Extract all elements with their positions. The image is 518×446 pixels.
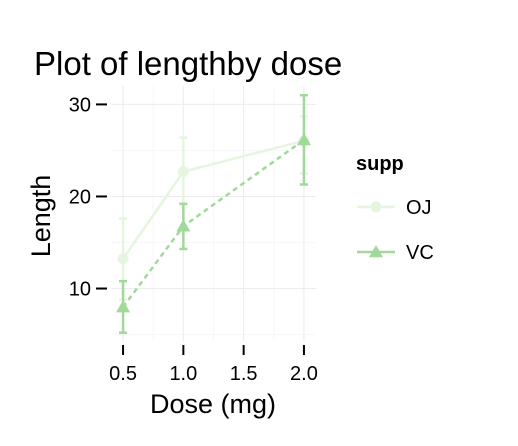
data-point (116, 300, 131, 313)
legend-items: OJ VC (357, 197, 434, 264)
y-tick-label: 30 (69, 94, 91, 116)
data-point (176, 219, 191, 232)
x-tick-label: 2.0 (290, 363, 318, 385)
legend-key-marker (370, 201, 382, 213)
axes: 10 20 30 0.5 1.0 1.5 2.0 (69, 94, 318, 385)
data-point (296, 132, 311, 146)
legend-item-vc: VC (357, 242, 434, 264)
y-tick-label: 10 (69, 279, 91, 301)
y-tick-label: 20 (69, 186, 91, 208)
grid (111, 86, 316, 341)
legend-label: VC (406, 242, 434, 264)
x-tick-label: 0.5 (109, 363, 137, 385)
legend-label: OJ (406, 197, 432, 219)
data-point (117, 253, 129, 265)
x-tick-label: 1.0 (169, 363, 197, 385)
series-vc (116, 93, 311, 334)
x-axis-label: Dose (mg) (150, 389, 276, 419)
series-layer (116, 93, 311, 334)
y-axis-label: Length (26, 175, 56, 258)
data-point (177, 166, 189, 178)
chart-title: Plot of lengthby dose (34, 45, 342, 82)
legend: supp OJ VC (356, 153, 434, 264)
legend-item-oj: OJ (357, 197, 432, 219)
legend-title: supp (356, 153, 404, 175)
legend-key-marker (369, 245, 383, 258)
x-tick-label: 1.5 (230, 363, 258, 385)
